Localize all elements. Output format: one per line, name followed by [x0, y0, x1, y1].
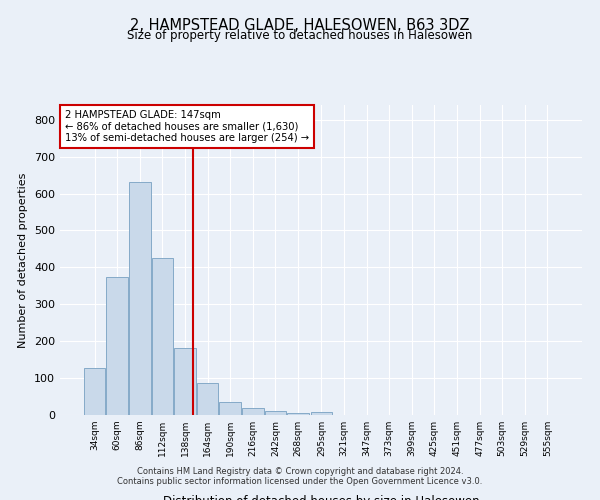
Bar: [84, 368, 106, 415]
Bar: [152, 258, 173, 415]
Text: Size of property relative to detached houses in Halesowen: Size of property relative to detached ho…: [127, 29, 473, 42]
Bar: [242, 408, 263, 415]
Bar: [129, 182, 151, 415]
Text: 2, HAMPSTEAD GLADE, HALESOWEN, B63 3DZ: 2, HAMPSTEAD GLADE, HALESOWEN, B63 3DZ: [130, 18, 470, 32]
Bar: [287, 413, 309, 415]
X-axis label: Distribution of detached houses by size in Halesowen: Distribution of detached houses by size …: [163, 495, 479, 500]
Bar: [265, 412, 286, 415]
Bar: [106, 276, 128, 415]
Text: Contains HM Land Registry data © Crown copyright and database right 2024.: Contains HM Land Registry data © Crown c…: [137, 467, 463, 476]
Bar: [174, 348, 196, 415]
Text: Contains public sector information licensed under the Open Government Licence v3: Contains public sector information licen…: [118, 477, 482, 486]
Bar: [220, 402, 241, 415]
Text: 2 HAMPSTEAD GLADE: 147sqm
← 86% of detached houses are smaller (1,630)
13% of se: 2 HAMPSTEAD GLADE: 147sqm ← 86% of detac…: [65, 110, 310, 143]
Y-axis label: Number of detached properties: Number of detached properties: [19, 172, 28, 348]
Bar: [197, 382, 218, 415]
Bar: [311, 412, 332, 415]
